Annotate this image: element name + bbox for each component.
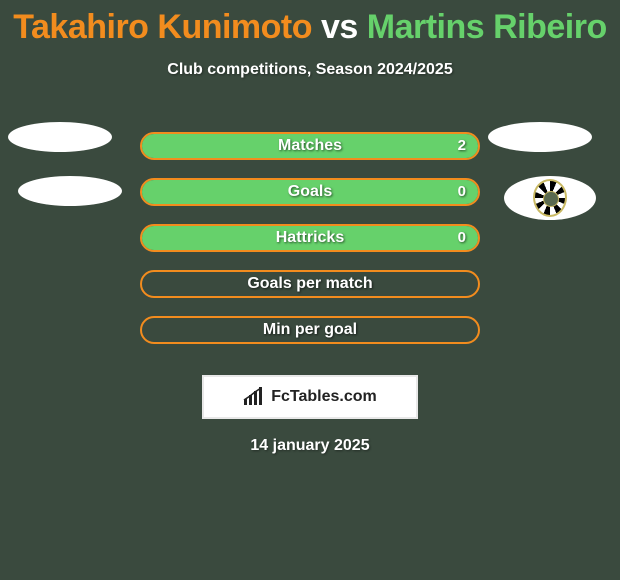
bar-label: Min per goal [142, 318, 478, 342]
bar-label: Hattricks [142, 226, 478, 250]
bar-label: Goals per match [142, 272, 478, 296]
subtitle: Club competitions, Season 2024/2025 [0, 61, 620, 79]
bar-value-right: 0 [458, 226, 466, 250]
bar-value-right: 2 [458, 134, 466, 158]
player1-club-badge-1 [8, 122, 112, 152]
player1-name: Takahiro Kunimoto [13, 8, 312, 46]
bar-track: Goals0 [140, 178, 480, 206]
club-crest-icon [533, 179, 567, 217]
bar-row: Goals per match [0, 261, 620, 307]
bar-chart-icon [243, 387, 265, 407]
bar-value-right: 0 [458, 180, 466, 204]
vs-text: vs [321, 8, 358, 46]
bar-track: Hattricks0 [140, 224, 480, 252]
bar-row: Hattricks0 [0, 215, 620, 261]
bar-track: Matches2 [140, 132, 480, 160]
player2-name: Martins Ribeiro [367, 8, 607, 46]
player2-club-badge-2 [504, 176, 596, 220]
player2-club-badge-1 [488, 122, 592, 152]
page-title: Takahiro Kunimoto vs Martins Ribeiro [0, 0, 620, 47]
attribution-box: FcTables.com [202, 375, 418, 419]
comparison-bars: Matches2Goals0Hattricks0Goals per matchM… [0, 123, 620, 353]
bar-row: Min per goal [0, 307, 620, 353]
bar-track: Goals per match [140, 270, 480, 298]
player1-club-badge-2 [18, 176, 122, 206]
bar-label: Goals [142, 180, 478, 204]
bar-label: Matches [142, 134, 478, 158]
date-text: 14 january 2025 [0, 437, 620, 455]
attribution-text: FcTables.com [271, 388, 377, 406]
bar-track: Min per goal [140, 316, 480, 344]
